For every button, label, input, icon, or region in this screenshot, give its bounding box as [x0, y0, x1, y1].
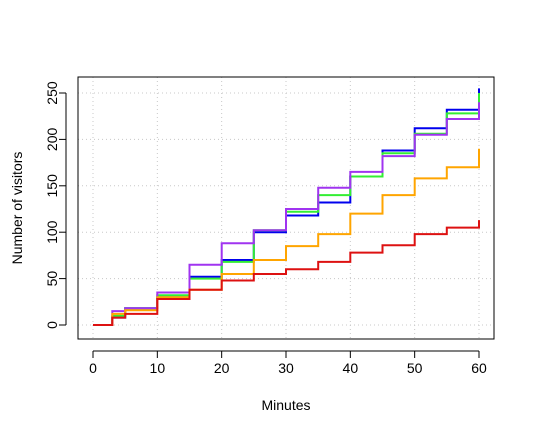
- series-line-5: [93, 220, 480, 326]
- series-line-3: [93, 102, 480, 326]
- x-tick-label: 10: [150, 360, 166, 376]
- y-tick-label: 0: [44, 321, 60, 329]
- x-tick-label: 40: [343, 360, 359, 376]
- y-tick-label: 50: [44, 271, 60, 287]
- series-group: [93, 88, 480, 326]
- y-tick-label: 100: [44, 220, 60, 244]
- x-axis-title: Minutes: [261, 397, 310, 413]
- y-axis: 0 50 100 150 200 250: [44, 81, 67, 329]
- y-axis-title: Number of visitors: [9, 152, 25, 265]
- x-tick-label: 50: [407, 360, 423, 376]
- x-tick-label: 0: [89, 360, 97, 376]
- x-tick-label: 20: [214, 360, 230, 376]
- x-tick-label: 30: [278, 360, 294, 376]
- plot-frame: [77, 76, 495, 340]
- y-tick-label: 150: [44, 174, 60, 198]
- y-tick-label: 250: [44, 81, 60, 105]
- y-tick-label: 200: [44, 128, 60, 152]
- x-tick-label: 60: [471, 360, 487, 376]
- series-line-4: [93, 148, 480, 326]
- x-axis: 0 10 20 30 40 50 60: [89, 350, 487, 376]
